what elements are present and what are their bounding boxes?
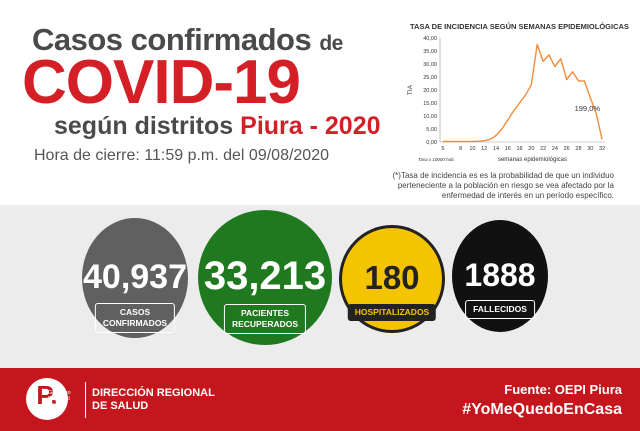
x-tick-label: 10 xyxy=(469,146,475,152)
x-tick-label: 16 xyxy=(505,146,511,152)
y-tick-label: 20,00 xyxy=(423,88,437,94)
title-de: de xyxy=(319,32,343,55)
y-tick-label: 15,00 xyxy=(423,101,437,107)
y-tick-label: 35,00 xyxy=(423,49,437,55)
x-tick-label: 8 xyxy=(459,146,462,152)
casos-bubble: 40,937 CASOS CONFIRMADOS xyxy=(82,218,188,338)
chart-svg: 0,00 5,00 10,00 15,00 20,00 25,00 30,00 35,00 40… xyxy=(407,36,605,163)
recuperados-label-l2: RECUPERADOS xyxy=(231,319,299,329)
subtitle-part-1: según distritos xyxy=(54,112,241,140)
x-tick-label: 14 xyxy=(493,146,499,152)
x-tick-label: 22 xyxy=(540,146,546,152)
incidence-chart: TASA DE INCIDENCIA SEGÚN SEMANAS EPIDEMI… xyxy=(400,22,629,170)
x-tick-label: 20 xyxy=(528,146,534,152)
incidence-series-line xyxy=(442,43,603,143)
hospitalizados-bubble: 180 HOSPITALIZADOS xyxy=(339,225,445,333)
header: Casos confirmados de COVID-19 según dist… xyxy=(0,0,640,205)
closing-time: Hora de cierre: 11:59 p.m. del 09/08/202… xyxy=(34,147,329,164)
hashtag-text: #YoMeQuedoEnCasa xyxy=(462,401,622,418)
x-tick-label: 26 xyxy=(564,146,570,152)
recuperados-label-l1: PACIENTES xyxy=(240,308,290,318)
recuperados-label: PACIENTES RECUPERADOS xyxy=(223,304,307,334)
x-tick-label: 30 xyxy=(587,146,593,152)
y-axis-label: TIA xyxy=(407,84,414,95)
footer-divider xyxy=(85,382,86,418)
fallecidos-bubble: 1888 FALLECIDOS xyxy=(452,220,548,332)
logo-org-text: Gobierno Regional Piura xyxy=(48,390,71,408)
chart-annotation: 199,0% xyxy=(575,104,601,113)
x-tick-label: 18 xyxy=(516,146,522,152)
fallecidos-value: 1888 xyxy=(464,257,536,293)
x-tick-label: 28 xyxy=(575,146,581,152)
x-tick-label: 32 xyxy=(599,146,605,152)
fuente-text: Fuente: OEPI Piura xyxy=(504,382,622,397)
subtitle-piura: Piura - 2020 xyxy=(240,112,381,140)
recuperados-value: 33,213 xyxy=(203,254,327,298)
chart-title: TASA DE INCIDENCIA SEGÚN SEMANAS EPIDEMI… xyxy=(410,22,629,31)
x-tick-label: 24 xyxy=(552,146,558,152)
y-tick-label: 40,00 xyxy=(423,36,437,42)
casos-value: 40,937 xyxy=(83,258,187,296)
x-tick-label: 12 xyxy=(481,146,487,152)
hospitalizados-value: 180 xyxy=(364,259,420,296)
x-axis-label: semanas epidemiológicas xyxy=(498,157,567,163)
hospitalizados-label: HOSPITALIZADOS xyxy=(347,304,437,321)
covid-title: COVID-19 xyxy=(22,48,301,117)
x-tick-label: 5 xyxy=(441,146,444,152)
direccion-regional: DIRECCIÓN REGIONAL DE SALUD xyxy=(92,387,215,413)
y-tick-label: 30,00 xyxy=(423,62,437,68)
dir-line-1: DIRECCIÓN REGIONAL xyxy=(92,387,215,399)
footer: P. Gobierno Regional Piura DIRECCIÓN REG… xyxy=(0,368,640,431)
y-tick-label: 25,00 xyxy=(423,75,437,81)
casos-label-l1: CASOS xyxy=(119,307,151,317)
title-part-1: Casos confirmados xyxy=(32,22,320,57)
title-line-3: según distritos Piura - 2020 xyxy=(54,112,381,141)
casos-label: CASOS CONFIRMADOS xyxy=(94,303,176,333)
chart-footnote: Tasa x 10000 hab. xyxy=(418,157,455,162)
y-tick-label: 10,00 xyxy=(423,114,437,120)
incidence-note: (*)Tasa de incidencia es es la probabili… xyxy=(392,171,614,200)
gobierno-regional-logo: P. xyxy=(26,378,68,420)
recuperados-bubble: 33,213 PACIENTES RECUPERADOS xyxy=(198,210,332,345)
casos-label-l2: CONFIRMADOS xyxy=(102,318,168,328)
y-tick-label: 0,00 xyxy=(426,140,437,146)
logo-letter: P. xyxy=(36,380,58,410)
fallecidos-label: FALLECIDOS xyxy=(465,300,535,319)
dir-line-2: DE SALUD xyxy=(92,400,149,412)
title-line-1: Casos confirmados de xyxy=(32,22,343,58)
y-tick-label: 5,00 xyxy=(426,127,437,133)
